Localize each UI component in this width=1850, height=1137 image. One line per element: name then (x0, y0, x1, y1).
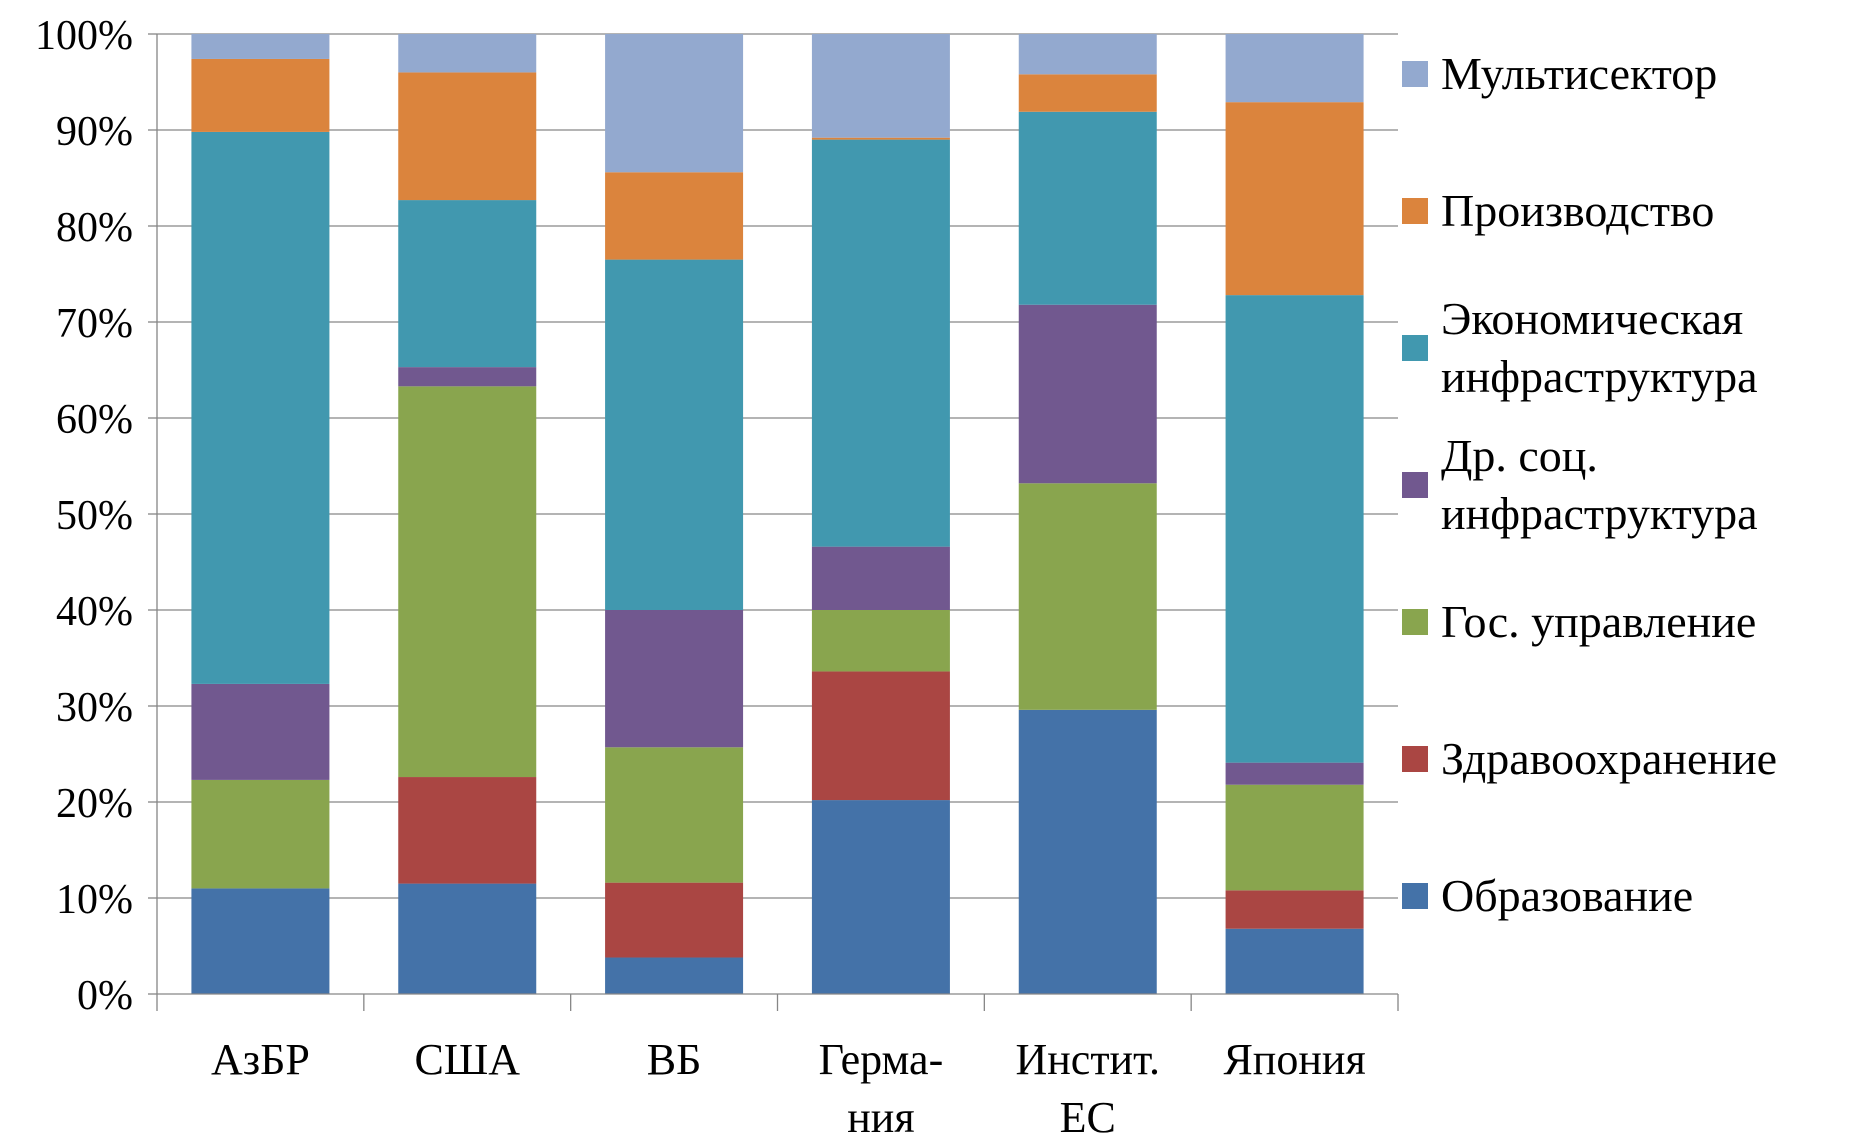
y-tick-label: 40% (56, 589, 133, 635)
bar-segment (811, 671, 950, 801)
legend-swatch (1402, 335, 1428, 361)
bar-segment (605, 957, 744, 994)
bar-segment (398, 386, 537, 778)
bar-segment (1018, 34, 1157, 75)
bar-segment (398, 777, 537, 884)
bar-segment (191, 34, 330, 59)
bar-segment (1225, 34, 1364, 103)
legend-swatch (1402, 472, 1428, 498)
bar-segment (1225, 928, 1364, 994)
legend-label: Гос. управление (1441, 596, 1756, 647)
bar-segment (1225, 762, 1364, 785)
x-tick-label: ЕС (1060, 1093, 1116, 1137)
legend-label: инфраструктура (1441, 351, 1758, 402)
legend-swatch (1402, 609, 1428, 635)
legend-swatch (1402, 198, 1428, 224)
bar-segment (1018, 111, 1157, 305)
y-tick-label: 30% (56, 685, 133, 731)
legend-label: Производство (1441, 185, 1714, 236)
bar-segment (811, 139, 950, 547)
x-tick-label: США (414, 1035, 520, 1084)
legend-swatch (1402, 61, 1428, 87)
bar-segment (1018, 483, 1157, 710)
y-axis-labels: 0% 10% 20% 30% 40% 50% 60% 70% 80% 90% 100% (35, 13, 133, 1019)
legend-label: Мультисектор (1441, 48, 1717, 99)
x-tick-label: Герма- (819, 1035, 944, 1084)
bar-segment (398, 367, 537, 387)
bar-segment (191, 888, 330, 994)
x-tick-label: АзБР (211, 1035, 310, 1084)
bar-segment (191, 683, 330, 780)
bar-segment (605, 747, 744, 883)
legend-label: Образование (1441, 870, 1693, 921)
bar-segment (1018, 709, 1157, 994)
legend: Мультисектор Производство Экономическая инф… (1402, 48, 1777, 921)
bar-segment (398, 200, 537, 368)
bar-segment (811, 800, 950, 994)
bar-segment (191, 58, 330, 132)
x-tick-label: ния (847, 1093, 914, 1137)
bar-segment (605, 34, 744, 173)
x-tick-label: Япония (1223, 1035, 1365, 1084)
bar-segment (605, 259, 744, 610)
x-tick-label: Инстит. (1015, 1035, 1160, 1084)
bar-segment (811, 610, 950, 672)
y-tick-label: 50% (56, 493, 133, 539)
legend-label: Здравоохранение (1441, 733, 1777, 784)
bar-segment (605, 172, 744, 260)
legend-swatch (1402, 883, 1428, 909)
bar-segment (811, 137, 950, 140)
bar-segment (191, 131, 330, 684)
y-tick-label: 0% (77, 973, 133, 1019)
bars-layer (191, 34, 1364, 994)
bar-segment (1225, 102, 1364, 296)
bar-segment (605, 610, 744, 748)
y-tick-label: 90% (56, 109, 133, 155)
legend-swatch (1402, 746, 1428, 772)
bar-segment (398, 34, 537, 73)
grid-layer (157, 33, 1398, 899)
y-tick-label: 20% (56, 781, 133, 827)
y-tick-label: 70% (56, 301, 133, 347)
y-tick-label: 100% (35, 13, 133, 59)
bar-segment (398, 883, 537, 994)
bar-segment (191, 779, 330, 889)
bar-segment (605, 882, 744, 958)
bar-segment (1018, 304, 1157, 484)
legend-label: Экономическая (1441, 293, 1743, 344)
legend-label: инфраструктура (1441, 488, 1758, 539)
y-tick-label: 80% (56, 205, 133, 251)
bar-segment (811, 546, 950, 610)
bar-segment (1018, 74, 1157, 112)
bar-segment (1225, 784, 1364, 891)
bar-segment (1225, 890, 1364, 929)
x-axis-labels: АзБР США ВБ Герма-ния Инстит. ЕС Япония (211, 1035, 1366, 1137)
y-tick-label: 10% (56, 877, 133, 923)
bar-segment (811, 34, 950, 138)
bar-segment (1225, 295, 1364, 763)
legend-label: Др. соц. (1441, 430, 1598, 481)
x-tick-label: ВБ (647, 1035, 702, 1084)
y-tick-label: 60% (56, 397, 133, 443)
axis-layer (148, 33, 1399, 1011)
bar-segment (398, 72, 537, 201)
